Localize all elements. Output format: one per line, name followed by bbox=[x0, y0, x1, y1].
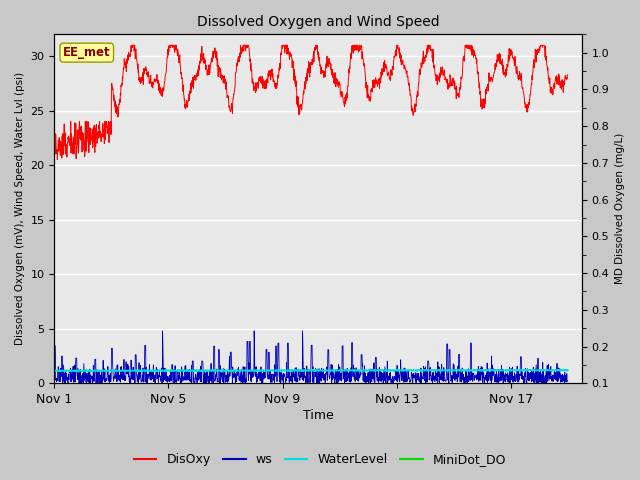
Title: Dissolved Oxygen and Wind Speed: Dissolved Oxygen and Wind Speed bbox=[197, 15, 440, 29]
Y-axis label: MD Dissolved Oxygen (mg/L): MD Dissolved Oxygen (mg/L) bbox=[615, 133, 625, 285]
Text: EE_met: EE_met bbox=[63, 46, 111, 59]
Legend: DisOxy, ws, WaterLevel, MiniDot_DO: DisOxy, ws, WaterLevel, MiniDot_DO bbox=[129, 448, 511, 471]
X-axis label: Time: Time bbox=[303, 409, 333, 422]
Y-axis label: Dissolved Oxygen (mV), Wind Speed, Water Lvl (psi): Dissolved Oxygen (mV), Wind Speed, Water… bbox=[15, 72, 25, 346]
